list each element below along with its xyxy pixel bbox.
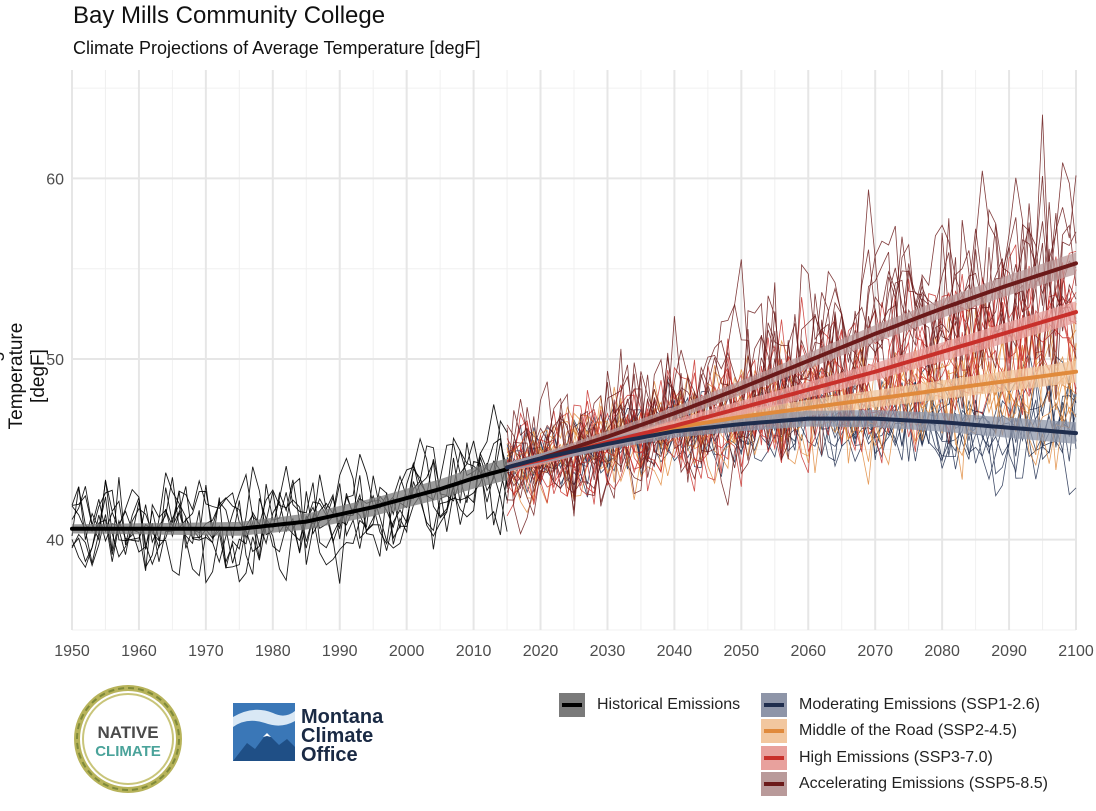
legend-item-ssp370: High Emissions (SSP3-7.0) <box>761 746 993 770</box>
ensemble-line-historical <box>71 449 508 584</box>
mco-line3: Office <box>301 744 358 765</box>
x-tick-label: 1960 <box>121 643 157 660</box>
x-tick-label: 2080 <box>924 643 960 660</box>
native-logo-top: NATIVE <box>97 723 158 742</box>
legend-label: Accelerating Emissions (SSP5-8.5) <box>799 775 1048 792</box>
legend-item-ssp585: Accelerating Emissions (SSP5-8.5) <box>761 772 1048 796</box>
chart-subtitle: Climate Projections of Average Temperatu… <box>73 38 481 58</box>
x-tick-label: 2010 <box>456 643 492 660</box>
legend-swatch <box>559 693 585 717</box>
mean-line-historical-emissions <box>70 467 510 531</box>
ensemble-line-historical <box>71 454 508 583</box>
x-axis-ticks: 1950 1960 1970 1980 1990 2000 2010 2020 2030 2040… <box>54 643 1094 660</box>
x-tick-label: 2030 <box>590 643 626 660</box>
ensemble-line-historical <box>71 459 508 575</box>
y-tick-label: 40 <box>46 533 64 550</box>
mean-line-moderating-emissions-ssp1-2-6- <box>505 416 1078 470</box>
y-axis-label: Average Temperature [degF] <box>0 322 49 430</box>
legend-swatch <box>761 719 787 743</box>
legend-label: High Emissions (SSP3-7.0) <box>799 749 993 766</box>
x-tick-label: 2050 <box>724 643 760 660</box>
legend-label: Moderating Emissions (SSP1-2.6) <box>799 696 1040 713</box>
ensemble-line-ssp4 <box>507 203 1077 502</box>
montana-climate-office-logo: Montana Climate Office <box>233 703 393 770</box>
y-axis-ticks: 40 50 60 <box>46 171 64 549</box>
x-tick-label: 2090 <box>991 643 1027 660</box>
legend-label: Middle of the Road (SSP2-4.5) <box>799 722 1017 739</box>
x-tick-label: 1950 <box>54 643 90 660</box>
mco-line1: Montana <box>301 706 384 728</box>
legend-label: Historical Emissions <box>597 696 741 713</box>
x-tick-label: 2060 <box>790 643 826 660</box>
x-tick-label: 2070 <box>857 643 893 660</box>
band-high-emissions-ssp3-7-0- <box>507 301 1077 472</box>
x-tick-label: 2020 <box>523 643 559 660</box>
x-tick-label: 1980 <box>255 643 291 660</box>
mean-line-accelerating-emissions-ssp5-8-5- <box>505 261 1078 470</box>
x-tick-label: 2040 <box>657 643 693 660</box>
ensemble-line-historical <box>71 419 508 566</box>
x-tick-label: 1970 <box>188 643 224 660</box>
legend-swatch <box>761 693 787 717</box>
chart-title: Bay Mills Community College <box>73 2 386 29</box>
legend-item-ssp126: Moderating Emissions (SSP1-2.6) <box>761 693 1040 717</box>
x-tick-label: 1990 <box>322 643 358 660</box>
y-tick-label: 50 <box>46 352 64 369</box>
x-tick-label: 2100 <box>1058 643 1094 660</box>
legend-swatch <box>761 746 787 770</box>
y-tick-label: 60 <box>46 171 64 188</box>
x-tick-label: 2000 <box>389 643 425 660</box>
mco-line2: Climate <box>301 725 373 747</box>
band-moderating-emissions-ssp1-2-6- <box>507 410 1077 472</box>
band-accelerating-emissions-ssp5-8-5- <box>507 252 1077 472</box>
native-climate-logo: NATIVE CLIMATE <box>74 685 182 793</box>
mean-lines <box>70 261 1078 531</box>
native-logo-bottom: CLIMATE <box>95 743 161 760</box>
legend-item-ssp245: Middle of the Road (SSP2-4.5) <box>761 719 1017 743</box>
legend-swatch <box>761 772 787 796</box>
legend-item-historical: Historical Emissions <box>559 693 740 717</box>
